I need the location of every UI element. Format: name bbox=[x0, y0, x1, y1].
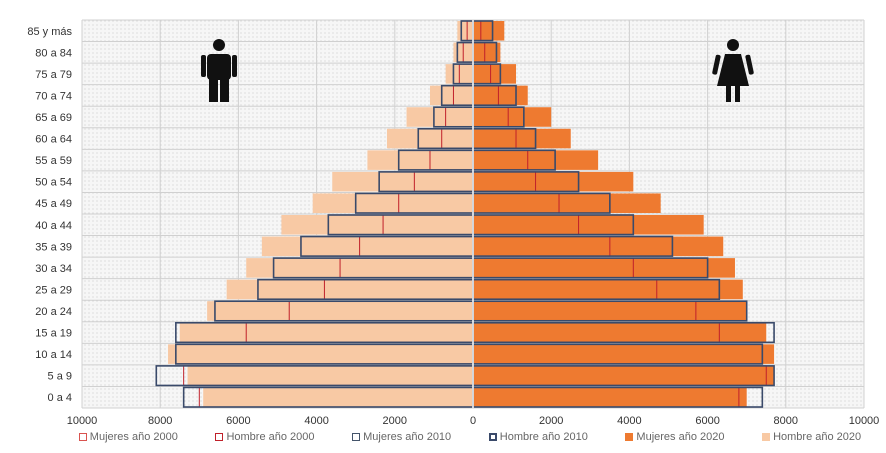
woman-icon bbox=[712, 39, 754, 102]
bar-mujeres-2020 bbox=[473, 150, 599, 170]
bar-hombre-2020 bbox=[406, 107, 473, 127]
legend-swatch bbox=[762, 433, 771, 441]
bar-hombre-2020 bbox=[179, 322, 473, 343]
bar-mujeres-2020 bbox=[473, 301, 747, 321]
bar-hombre-2020 bbox=[226, 279, 473, 300]
bar-hombre-2020 bbox=[367, 150, 473, 170]
bar-mujeres-2020 bbox=[473, 128, 571, 149]
chart-svg: 0 a 4 5 a 9 10 a 14 15 a 19 20 a 24 25 a 29 30… bbox=[27, 19, 880, 427]
y-tick-label: 10 a 14 bbox=[35, 349, 72, 361]
y-tick-label: 30 a 34 bbox=[35, 263, 72, 275]
y-tick-label: 65 a 69 bbox=[35, 112, 72, 124]
bar-hombre-2020 bbox=[281, 215, 473, 235]
y-tick-label: 0 a 4 bbox=[48, 392, 72, 404]
x-tick-label: 6000 bbox=[226, 415, 250, 427]
bar-hombre-2020 bbox=[386, 128, 473, 149]
bar-hombre-2020 bbox=[261, 236, 473, 257]
y-tick-label: 80 a 84 bbox=[35, 47, 72, 59]
x-tick-label: 8000 bbox=[148, 415, 172, 427]
legend-swatch bbox=[352, 433, 361, 441]
bar-mujeres-2020 bbox=[473, 171, 634, 192]
y-tick-label: 60 a 64 bbox=[35, 134, 72, 146]
y-tick-label: 20 a 24 bbox=[35, 306, 72, 318]
legend-label: Hombre año 2010 bbox=[499, 431, 588, 443]
y-tick-label: 85 y más bbox=[27, 26, 72, 38]
bar-mujeres-2020 bbox=[473, 193, 661, 213]
bar-hombre-2020 bbox=[312, 193, 473, 213]
bar-mujeres-2020 bbox=[473, 279, 743, 300]
legend-label: Hombre año 2020 bbox=[773, 431, 862, 443]
legend: Mujeres año 2000 Hombre año 2000 Mujeres… bbox=[60, 428, 880, 446]
bar-hombre-2020 bbox=[332, 171, 473, 192]
legend-item-hombre-2020: Hombre año 2020 bbox=[762, 431, 861, 443]
legend-item-hombre-2010: Hombre año 2010 bbox=[488, 431, 588, 443]
bar-hombre-2020 bbox=[203, 387, 473, 407]
legend-swatch bbox=[215, 433, 224, 441]
y-tick-label: 45 a 49 bbox=[35, 198, 72, 210]
bar-mujeres-2020 bbox=[473, 42, 501, 63]
y-tick-label: 55 a 59 bbox=[35, 155, 72, 167]
legend-label: Mujeres año 2010 bbox=[363, 431, 452, 443]
bar-mujeres-2020 bbox=[473, 387, 747, 407]
x-tick-label: 10000 bbox=[67, 415, 98, 427]
legend-swatch bbox=[78, 433, 87, 441]
bar-mujeres-2020 bbox=[473, 21, 505, 41]
bar-hombre-2020 bbox=[457, 21, 473, 41]
bar-mujeres-2020 bbox=[473, 236, 724, 257]
legend-label: Mujeres año 2000 bbox=[89, 431, 178, 443]
legend-swatch bbox=[488, 433, 497, 441]
x-tick-label: 8000 bbox=[774, 415, 798, 427]
x-tick-label: 6000 bbox=[695, 415, 719, 427]
bar-hombre-2020 bbox=[187, 365, 473, 386]
bar-mujeres-2020 bbox=[473, 322, 767, 343]
legend-label: Hombre año 2000 bbox=[226, 431, 315, 443]
x-tick-label: 0 bbox=[470, 415, 476, 427]
x-tick-label: 4000 bbox=[304, 415, 328, 427]
y-tick-label: 50 a 54 bbox=[35, 177, 72, 189]
legend-item-mujeres-2000: Mujeres año 2000 bbox=[78, 431, 178, 443]
bar-mujeres-2020 bbox=[473, 64, 517, 84]
legend-label: Mujeres año 2020 bbox=[636, 431, 725, 443]
bar-mujeres-2020 bbox=[473, 107, 552, 127]
bar-hombre-2020 bbox=[207, 301, 473, 321]
bar-mujeres-2020 bbox=[473, 85, 528, 106]
bar-mujeres-2020 bbox=[473, 365, 775, 386]
x-tick-label: 4000 bbox=[617, 415, 641, 427]
bar-mujeres-2020 bbox=[473, 258, 735, 278]
y-tick-label: 5 a 9 bbox=[48, 371, 72, 383]
legend-item-hombre-2000: Hombre año 2000 bbox=[215, 431, 315, 443]
bar-mujeres-2020 bbox=[473, 215, 704, 235]
x-tick-label: 2000 bbox=[383, 415, 407, 427]
x-tick-label: 10000 bbox=[849, 415, 880, 427]
y-tick-label: 35 a 39 bbox=[35, 241, 72, 253]
legend-item-mujeres-2020: Mujeres año 2020 bbox=[625, 431, 724, 443]
man-icon bbox=[201, 39, 237, 102]
y-tick-label: 75 a 79 bbox=[35, 69, 72, 81]
y-tick-label: 40 a 44 bbox=[35, 220, 72, 232]
bar-hombre-2020 bbox=[246, 258, 473, 278]
x-tick-label: 2000 bbox=[539, 415, 563, 427]
bar-hombre-2020 bbox=[429, 85, 473, 106]
legend-item-mujeres-2010: Mujeres año 2010 bbox=[352, 431, 451, 443]
bar-hombre-2020 bbox=[168, 344, 473, 364]
y-tick-label: 70 a 74 bbox=[35, 90, 72, 102]
y-tick-label: 25 a 29 bbox=[35, 284, 72, 296]
y-tick-label: 15 a 19 bbox=[35, 328, 72, 340]
bar-mujeres-2020 bbox=[473, 344, 775, 364]
legend-swatch bbox=[625, 433, 634, 441]
